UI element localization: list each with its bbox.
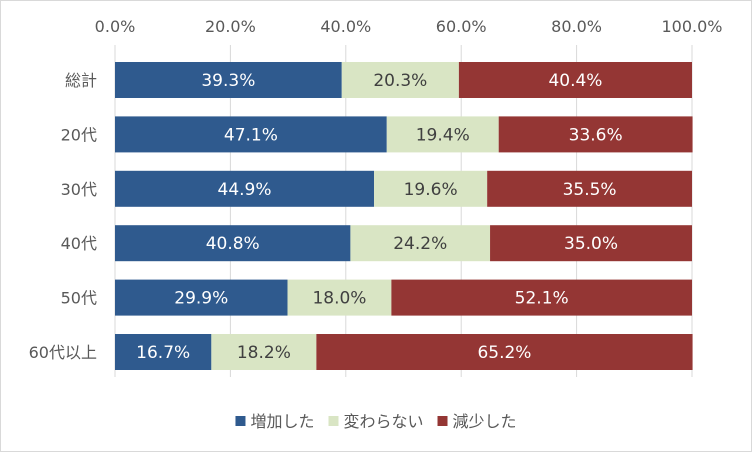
bar-segment xyxy=(374,170,488,207)
x-tick-label: 100.0% xyxy=(661,17,722,36)
legend-label: 減少した xyxy=(453,412,517,431)
bar-segment xyxy=(350,225,491,262)
x-tick-label: 60.0% xyxy=(436,17,487,36)
bar-segment xyxy=(341,62,459,98)
category-label: 50代 xyxy=(61,289,97,308)
bar-segment xyxy=(287,279,392,316)
category-label: 40代 xyxy=(61,234,97,253)
bar-segment xyxy=(115,279,288,316)
bar-segment xyxy=(458,62,692,98)
bar-segment xyxy=(115,116,387,153)
x-tick-label: 20.0% xyxy=(205,17,256,36)
data-label: 35.5% xyxy=(563,180,617,200)
category-label: 総計 xyxy=(65,71,97,90)
data-label: 16.7% xyxy=(136,343,190,363)
data-label: 19.6% xyxy=(404,180,458,200)
data-label: 44.9% xyxy=(218,180,272,200)
bar-segment xyxy=(115,62,342,98)
bar-segment xyxy=(115,225,351,262)
data-label: 40.4% xyxy=(548,71,602,91)
x-tick-label: 40.0% xyxy=(320,17,371,36)
bar-segment xyxy=(487,170,692,207)
category-label: 20代 xyxy=(61,125,97,144)
data-label: 65.2% xyxy=(477,343,531,363)
data-label: 39.3% xyxy=(201,71,255,91)
x-tick-label: 0.0% xyxy=(95,17,136,36)
legend-swatch xyxy=(437,416,448,426)
data-label: 19.4% xyxy=(416,125,470,145)
data-label: 47.1% xyxy=(224,125,278,145)
data-label: 29.9% xyxy=(174,289,228,309)
legend-label: 増加した xyxy=(250,412,314,431)
bar-segment xyxy=(386,116,499,153)
legend: 増加した 変わらない 減少した xyxy=(235,412,517,431)
category-label: 30代 xyxy=(61,180,97,199)
bar-segment xyxy=(211,334,317,370)
category-label: 60代以上 xyxy=(29,343,97,362)
data-label: 20.3% xyxy=(373,71,427,91)
bars xyxy=(115,62,693,370)
bar-segment xyxy=(498,116,693,153)
bar-segment xyxy=(316,334,693,370)
legend-label: 変わらない xyxy=(343,412,423,431)
bar-segment xyxy=(391,279,692,316)
data-label: 40.8% xyxy=(206,234,260,254)
data-label: 18.0% xyxy=(312,289,366,309)
data-label: 18.2% xyxy=(237,343,291,363)
legend-swatch xyxy=(235,416,246,426)
bar-segment xyxy=(490,225,692,262)
bar-segment xyxy=(115,170,375,207)
x-tick-label: 80.0% xyxy=(551,17,602,36)
data-label: 24.2% xyxy=(393,234,447,254)
data-label: 35.0% xyxy=(564,234,618,254)
category-axis: 総計 20代 30代 40代 50代 60代以上 xyxy=(29,45,116,377)
data-label: 33.6% xyxy=(569,125,623,145)
legend-swatch xyxy=(328,416,339,426)
bar-segment xyxy=(115,334,212,370)
x-axis-ticks: 0.0% 20.0% 40.0% 60.0% 80.0% 100.0% xyxy=(95,17,723,36)
data-labels: 39.3% 20.3% 40.4% 47.1% 19.4% 33.6% 44.9% 19.6%… xyxy=(136,71,622,363)
data-label: 52.1% xyxy=(515,289,569,309)
